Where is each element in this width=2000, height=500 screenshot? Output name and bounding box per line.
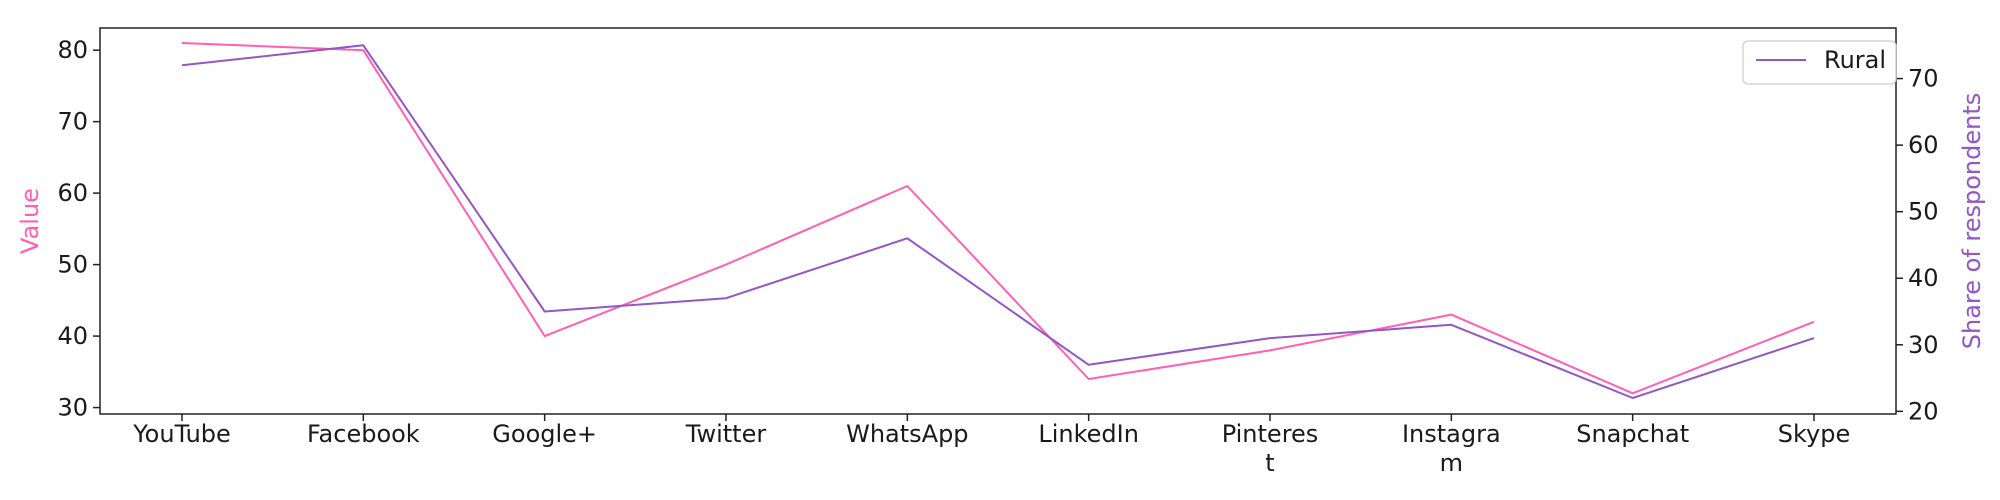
left-y-axis: 30 40 50 60 70 80 <box>57 36 100 422</box>
left-tick-label: 30 <box>57 394 88 422</box>
x-tick-label: Pinteres <box>1222 420 1319 448</box>
x-tick-label: WhatsApp <box>846 420 968 448</box>
x-tick-label: t <box>1265 449 1274 477</box>
left-tick-label: 60 <box>57 179 88 207</box>
series-lines <box>181 42 1815 399</box>
left-tick-label: 70 <box>57 108 88 136</box>
right-tick-label: 60 <box>1908 131 1939 159</box>
right-tick-label: 50 <box>1908 198 1939 226</box>
x-tick-label: LinkedIn <box>1038 420 1139 448</box>
legend-box <box>1742 40 1897 85</box>
right-tick-label: 30 <box>1908 331 1939 359</box>
x-tick-label: Skype <box>1778 420 1850 448</box>
left-tick-label: 80 <box>57 36 88 64</box>
right-tick-label: 20 <box>1908 397 1939 425</box>
x-tick-label: Twitter <box>685 420 767 448</box>
right-tick-label: 40 <box>1908 264 1939 292</box>
right-tick-label: 70 <box>1908 65 1939 93</box>
x-axis: YouTube Facebook Google+ Twitter WhatsApp Lin… <box>132 414 1850 477</box>
right-y-axis: 20 30 40 50 60 70 <box>1896 65 1939 425</box>
x-tick-label: Snapchat <box>1576 420 1689 448</box>
left-tick-label: 50 <box>57 251 88 279</box>
legend-label-rural: Rural <box>1824 46 1886 74</box>
left-tick-label: 40 <box>57 322 88 350</box>
right-axis-title: Share of respondents <box>1958 93 1986 350</box>
x-tick-label: Facebook <box>307 420 420 448</box>
left-axis-title: Value <box>16 188 44 254</box>
x-tick-label: Google+ <box>492 420 597 448</box>
x-tick-label: m <box>1440 449 1463 477</box>
x-tick-label: YouTube <box>132 420 231 448</box>
plot-area <box>99 27 1897 415</box>
series-line-rural <box>181 44 1815 399</box>
legend: Rural <box>1742 40 1897 85</box>
x-tick-label: Instagra <box>1402 420 1501 448</box>
series-line-value <box>181 42 1815 395</box>
